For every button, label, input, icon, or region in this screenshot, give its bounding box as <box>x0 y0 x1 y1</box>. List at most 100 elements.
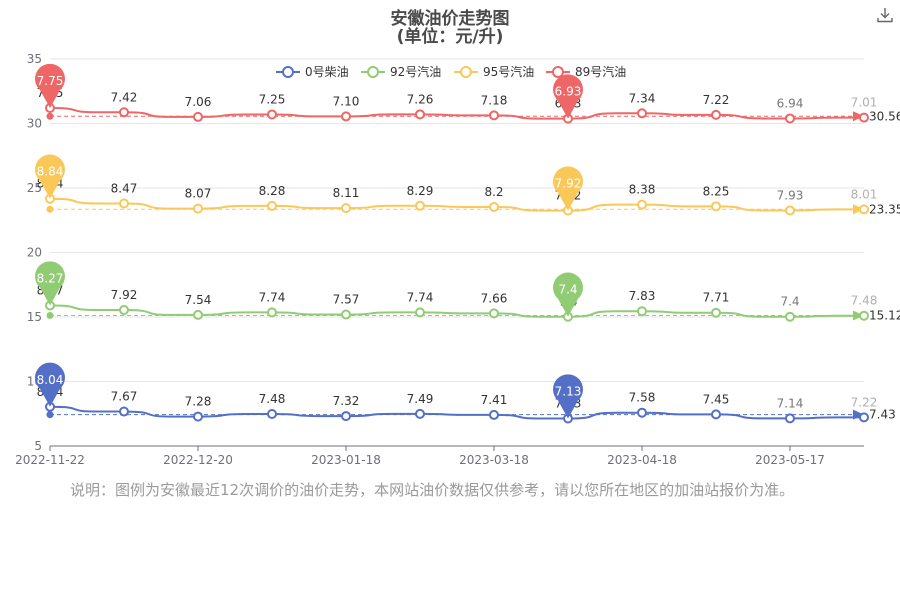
data-point <box>119 107 129 118</box>
data-label: 7.58 <box>629 391 656 405</box>
data-point <box>785 311 795 322</box>
x-tick-label: 2023-01-18 <box>311 453 381 467</box>
legend-label: 89号汽油 <box>575 64 626 79</box>
series-line <box>49 304 864 318</box>
data-point <box>711 307 721 318</box>
download-icon[interactable] <box>876 6 894 24</box>
data-label: 7.45 <box>703 392 730 406</box>
data-label: 7.41 <box>481 393 508 407</box>
average-value-label: 7.43 <box>869 408 896 422</box>
average-start-dot <box>46 411 54 419</box>
legend-label: 0号柴油 <box>305 65 349 79</box>
data-label: 7.49 <box>407 392 434 406</box>
footnote: 说明：图例为安徽最近12次调价的油价走势，本网站油价数据仅供参考，请以您所在地区… <box>70 481 795 499</box>
legend-label: 95号汽油 <box>483 64 534 79</box>
average-arrow <box>853 111 864 122</box>
data-label: 7.57 <box>333 293 360 307</box>
data-label: 7.18 <box>481 93 508 107</box>
data-point <box>415 200 425 211</box>
max-pin-label: 8.04 <box>37 373 64 387</box>
x-tick-label: 2023-05-17 <box>755 453 825 467</box>
data-point <box>193 411 203 422</box>
data-point <box>859 204 869 215</box>
data-point <box>415 307 425 318</box>
max-pin <box>35 154 65 199</box>
min-pin <box>553 166 583 211</box>
data-label: 7.67 <box>111 390 138 404</box>
y-tick-label: 15 <box>27 310 42 324</box>
data-label: 7.48 <box>851 294 878 308</box>
chart-subtitle: (单位：元/升) <box>396 27 504 47</box>
data-point <box>119 198 129 209</box>
data-label: 7.66 <box>481 291 508 305</box>
data-point <box>193 111 203 122</box>
legend-marker <box>552 66 564 78</box>
data-point <box>267 409 277 420</box>
data-point <box>415 109 425 120</box>
min-pin <box>553 272 584 317</box>
data-label: 7.28 <box>185 395 212 409</box>
data-point <box>637 108 647 119</box>
series-line <box>49 405 864 420</box>
data-label: 8.38 <box>629 183 656 197</box>
data-point <box>859 112 869 123</box>
data-point <box>415 408 425 419</box>
y-tick-label: 35 <box>27 52 42 66</box>
min-pin <box>553 374 584 419</box>
max-pin <box>35 63 65 109</box>
data-label: 7.83 <box>629 289 656 303</box>
data-point <box>267 200 277 211</box>
data-point <box>711 201 721 212</box>
data-point <box>637 306 647 317</box>
data-point <box>637 407 647 418</box>
x-tick-label: 2022-12-20 <box>163 453 233 467</box>
data-label: 8.47 <box>111 181 138 195</box>
data-label: 7.54 <box>185 293 212 307</box>
data-point <box>785 413 795 424</box>
data-label: 7.14 <box>777 396 804 410</box>
average-start-dot <box>46 112 54 120</box>
y-tick-label: 30 <box>27 117 42 131</box>
data-label: 7.71 <box>703 291 730 305</box>
series-line <box>49 197 864 212</box>
data-point <box>489 110 499 121</box>
data-point <box>267 307 277 318</box>
data-point <box>489 201 499 212</box>
data-point <box>785 205 795 216</box>
data-point <box>489 308 499 319</box>
data-point <box>489 409 499 420</box>
data-point <box>637 199 647 210</box>
data-label: 7.26 <box>407 92 434 106</box>
legend-marker <box>460 66 472 78</box>
data-point <box>341 111 351 122</box>
data-point <box>193 203 203 214</box>
legend-label: 92号汽油 <box>390 64 441 79</box>
x-tick-label: 2022-11-22 <box>15 453 85 467</box>
data-label: 7.22 <box>703 93 730 107</box>
max-pin-label: 7.75 <box>37 74 64 88</box>
max-pin <box>35 362 65 407</box>
data-label: 7.25 <box>259 92 286 106</box>
data-label: 7.22 <box>851 395 878 409</box>
data-label: 6.94 <box>777 96 804 110</box>
data-label: 8.29 <box>407 184 434 198</box>
data-label: 7.92 <box>111 288 138 302</box>
series-line <box>49 107 864 120</box>
min-pin-label: 7.4 <box>558 283 577 297</box>
data-label: 7.74 <box>259 290 286 304</box>
average-value-label: 15.12 <box>869 308 900 322</box>
data-label: 7.32 <box>333 394 360 408</box>
data-label: 8.07 <box>185 187 212 201</box>
data-label: 8.25 <box>703 184 730 198</box>
min-pin-label: 7.13 <box>555 385 582 399</box>
data-point <box>711 109 721 120</box>
min-pin-label: 6.93 <box>555 85 582 99</box>
data-point <box>341 411 351 422</box>
data-label: 7.74 <box>407 290 434 304</box>
data-label: 7.06 <box>185 95 212 109</box>
data-label: 7.4 <box>780 295 799 309</box>
x-tick-label: 2023-04-18 <box>607 453 677 467</box>
data-label: 8.01 <box>851 187 878 201</box>
legend-marker <box>367 66 379 78</box>
